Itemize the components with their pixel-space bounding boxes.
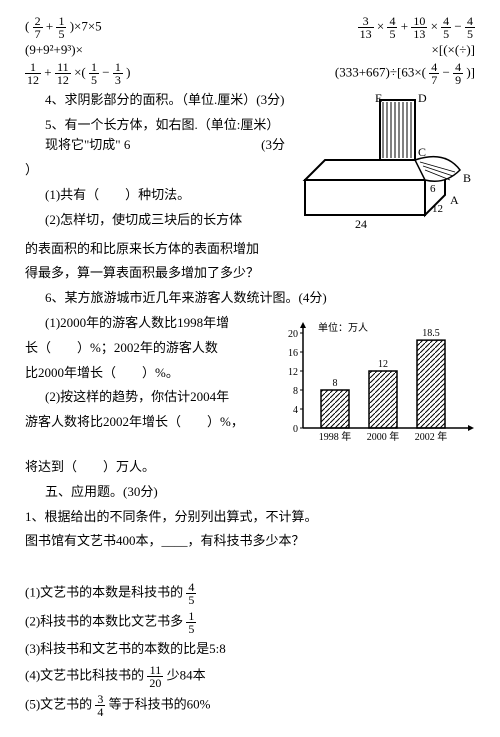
t: (333+667)÷[63×( [335, 64, 426, 79]
svg-text:12: 12 [378, 359, 388, 370]
frac: 15 [89, 61, 99, 86]
frac: 34 [95, 693, 105, 718]
q6-title: 6、某方旅游城市近几年来游客人数统计图。(4分) [25, 288, 475, 309]
t: − [454, 18, 461, 33]
expr-left-2: (9+9²+9³)× [25, 40, 83, 61]
frac: 112 [25, 61, 41, 86]
expr-right-1: 313 × 45 + 1013 × 45 − 45 [358, 15, 475, 40]
cuboid-figure: E D C B A 24 12 6 [295, 90, 475, 230]
sec5-p3: (3)科技书和文艺书的本数的比是5:8 [25, 639, 475, 660]
svg-text:12: 12 [432, 203, 443, 215]
t: × [431, 18, 438, 33]
frac: 27 [33, 15, 43, 40]
q6-block: 6、某方旅游城市近几年来游客人数统计图。(4分) 0 4 8 12 16 20 单位：万人 8… [25, 288, 475, 478]
t: (4)文艺书比科技书的 [25, 667, 144, 682]
svg-text:2000 年: 2000 年 [367, 430, 400, 443]
sec5-p5: (5)文艺书的 34 等于科技书的60% [25, 693, 475, 718]
svg-text:单位：万人: 单位：万人 [318, 321, 368, 334]
expr-right-3: (333+667)÷[63×( 47 − 49 )] [335, 61, 475, 86]
sec5-p1: (1)文艺书的本数是科技书的 45 [25, 581, 475, 606]
t: 5、有一个长方体，如右图.（单位:厘米）现将它"切成" 6 [45, 117, 279, 153]
q5-l3: 的表面积的和比原来长方体的表面积增加 [25, 239, 475, 260]
t: (1)文艺书的本数是科技书的 [25, 584, 183, 599]
sec5-stem: 图书馆有文艺书400本，____，有科技书多少本？ [25, 531, 475, 552]
q5-points: (3分 [261, 135, 285, 156]
q6-p2c: 将达到（ ）万人。 [25, 457, 475, 478]
frac: 1013 [411, 15, 427, 40]
t: (5)文艺书的 [25, 696, 92, 711]
svg-text:A: A [450, 193, 459, 207]
frac: 45 [186, 581, 196, 606]
svg-text:12: 12 [288, 367, 298, 378]
svg-text:6: 6 [430, 183, 436, 195]
t: )×7×5 [70, 18, 102, 33]
q5-l4: 得最多，算一算表面积最多增加了多少？ [25, 263, 475, 284]
bar-chart: 0 4 8 12 16 20 单位：万人 8 1998 年 12 2000 年 18.5 2002 年 [275, 313, 475, 453]
expr-right-2: ×[(×(÷)] [432, 40, 475, 61]
frac: 47 [429, 61, 439, 86]
frac: 313 [358, 15, 374, 40]
frac: 45 [387, 15, 397, 40]
svg-text:18.5: 18.5 [422, 328, 440, 339]
svg-text:8: 8 [293, 386, 298, 397]
t: (2)科技书的本数比文艺书多 [25, 613, 183, 628]
frac: 49 [453, 61, 463, 86]
frac: 1112 [55, 61, 71, 86]
svg-text:4: 4 [293, 405, 298, 416]
t: )] [466, 64, 475, 79]
t: 等于科技书的60% [109, 696, 211, 711]
t: − [442, 64, 449, 79]
svg-text:8: 8 [333, 378, 338, 389]
svg-text:20: 20 [288, 329, 298, 340]
sec5-p4: (4)文艺书比科技书的 1120 少84本 [25, 664, 475, 689]
t: + [44, 64, 51, 79]
t: ×( [74, 64, 86, 79]
svg-text:2002 年: 2002 年 [415, 430, 448, 443]
sec5-title: 五、应用题。(30分) [25, 482, 475, 503]
frac: 15 [186, 610, 196, 635]
t: ( [25, 18, 29, 33]
sec5-p2: (2)科技书的本数比文艺书多 15 [25, 610, 475, 635]
sec5-q1: 1、根据给出的不同条件，分别列出算式，不计算。 [25, 507, 475, 528]
t: 少84本 [167, 667, 206, 682]
svg-text:1998 年: 1998 年 [319, 430, 352, 443]
expr-left-3: 112 + 1112 ×( 15 − 13 ) [25, 61, 130, 86]
expr-row-2: (9+9²+9³)× ×[(×(÷)] [25, 40, 475, 61]
t: ) [126, 64, 130, 79]
frac: 1120 [147, 664, 163, 689]
svg-text:16: 16 [288, 348, 298, 359]
svg-text:0: 0 [293, 424, 298, 435]
frac: 45 [441, 15, 451, 40]
frac: 13 [113, 61, 123, 86]
expr-row-1: ( 27 + 15 )×7×5 313 × 45 + 1013 × 45 − 4… [25, 15, 475, 40]
t: × [377, 18, 384, 33]
frac: 15 [56, 15, 66, 40]
q4-q5-block: E D C B A 24 12 6 4、求阴影部分的面积。（单位.厘米）(3分)… [25, 90, 475, 284]
expr-left-1: ( 27 + 15 )×7×5 [25, 15, 102, 40]
t: + [401, 18, 408, 33]
svg-text:E: E [375, 91, 382, 105]
t: − [102, 64, 109, 79]
svg-text:B: B [463, 171, 471, 185]
svg-text:24: 24 [355, 217, 367, 230]
svg-text:C: C [418, 145, 426, 159]
frac: 45 [465, 15, 475, 40]
expr-row-3: 112 + 1112 ×( 15 − 13 ) (333+667)÷[63×( … [25, 61, 475, 86]
svg-text:D: D [418, 91, 427, 105]
